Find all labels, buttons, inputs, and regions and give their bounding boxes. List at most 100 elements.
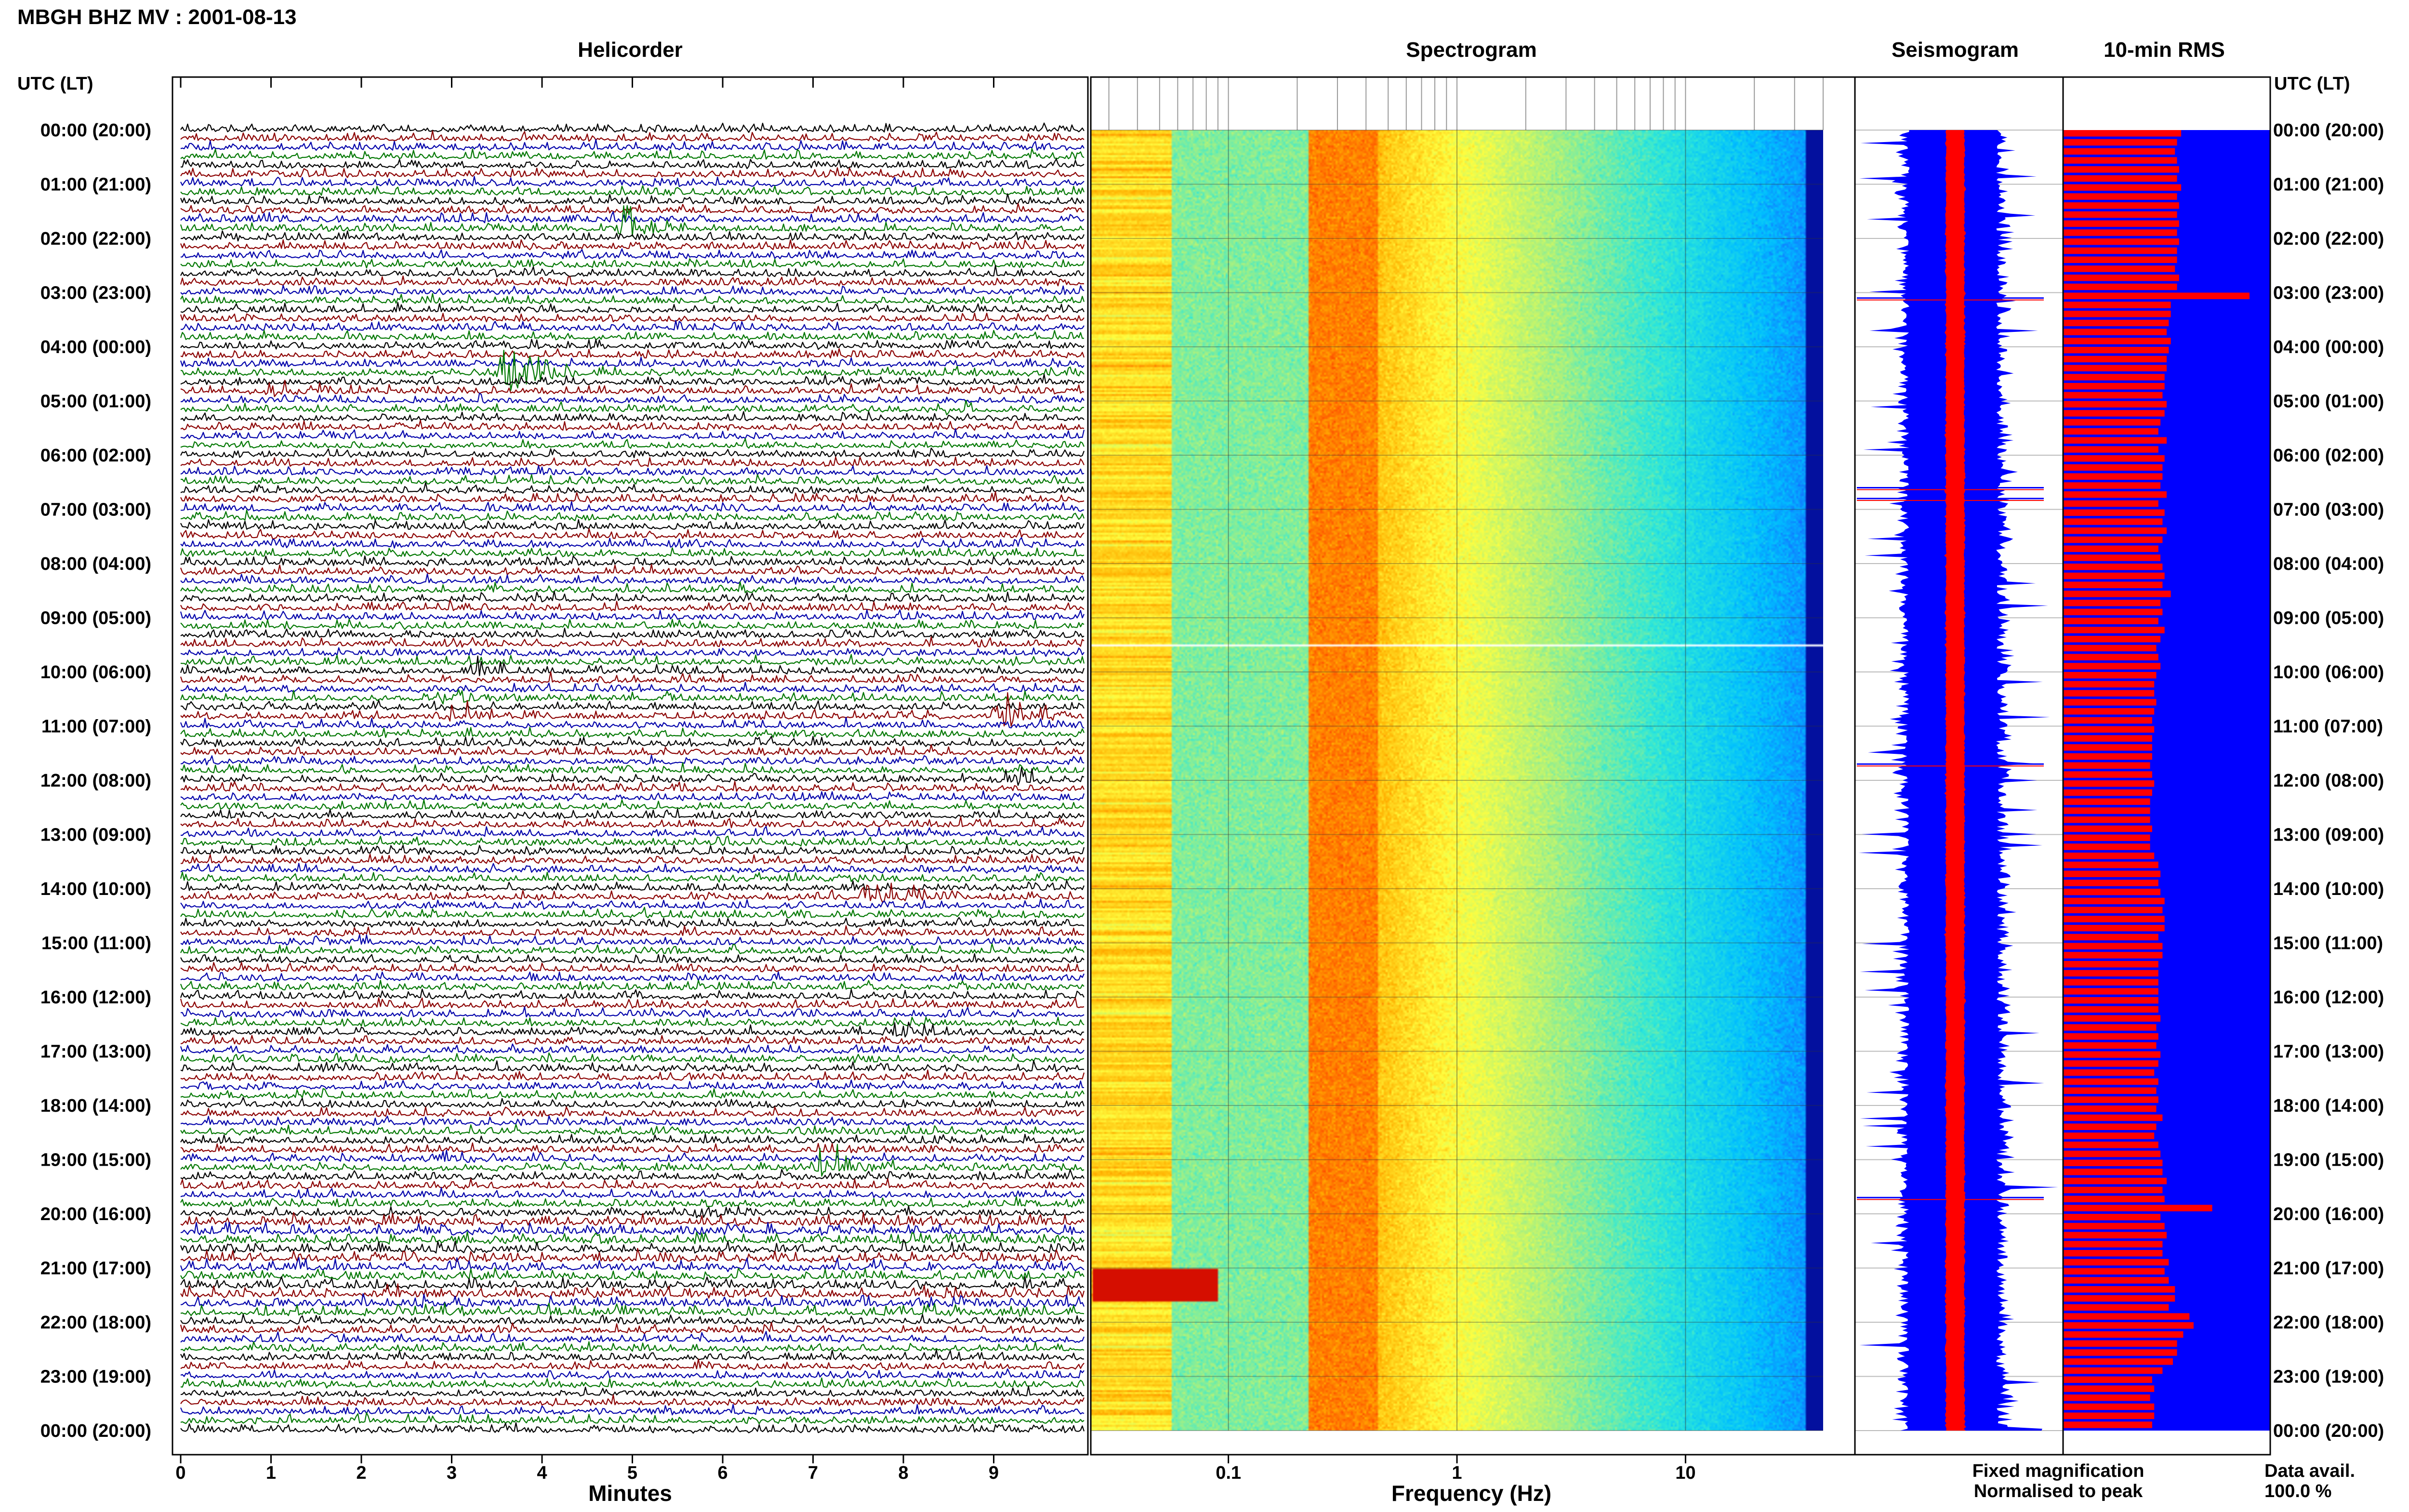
rms-bar [2063,1114,2163,1121]
helicorder-trace [180,537,1085,549]
rms-bar [2063,744,2152,751]
helicorder-trace [180,898,1085,910]
rms-bar [2063,843,2150,850]
time-label-right: 05:00 (01:00) [2273,392,2384,412]
rms-bar [2063,825,2152,832]
helicorder-trace [180,671,1085,684]
helicorder-trace [180,285,1085,296]
helicorder-tick-label: 7 [808,1463,818,1483]
helicorder-trace [180,744,1085,756]
rms-bar [2063,916,2165,922]
time-label-left: 05:00 (01:00) [40,392,151,412]
helicorder-trace [180,1231,1085,1245]
helicorder-trace [180,1257,1085,1272]
helicorder-panel [172,76,1089,1456]
helicorder-trace [180,1088,1085,1100]
rms-bar [2063,834,2150,841]
rms-bar [2063,1150,2161,1157]
helicorder-trace [180,1142,1084,1154]
rms-bar [2063,419,2161,426]
helicorder-trace [180,762,1085,775]
helicorder-trace [180,628,1085,639]
rms-bar [2063,238,2179,245]
rms-bar [2063,1340,2177,1347]
helicorder-trace [180,380,1085,397]
helicorder-trace [180,230,1085,242]
helicorder-trace [180,871,1085,883]
x-axes: 0 1 2 3 4 5 6 7 8 9 0.1 1 10 [175,77,1696,1483]
time-label-right: 00:00 (20:00) [2273,1421,2384,1441]
helicorder-trace [180,880,1085,892]
time-label-right: 14:00 (10:00) [2273,879,2384,899]
helicorder-trace [180,1022,1085,1038]
spectrogram-title: Spectrogram [1406,38,1536,62]
helicorder-trace [180,320,1085,332]
rms-bar [2063,1006,2158,1013]
helicorder-tick-label: 1 [266,1463,276,1483]
helicorder-trace [180,781,1085,792]
rms-bar [2063,166,2179,173]
time-label-left: 04:00 (00:00) [40,337,151,357]
rms-bar [2063,347,2169,354]
helicorder-trace [180,158,1085,170]
rms-bar [2063,889,2161,895]
helicorder-trace [180,193,1085,206]
data-availability-value: 100.0 % [2264,1481,2331,1501]
time-label-right: 20:00 (16:00) [2273,1204,2384,1224]
helicorder-trace [180,1314,1085,1325]
helicorder-trace [180,564,1085,576]
time-label-left: 01:00 (21:00) [40,175,151,195]
spectrogram-tick-label: 1 [1452,1463,1462,1483]
spectrogram-xlabel: Frequency (Hz) [1391,1481,1551,1506]
helicorder-trace [180,591,1085,603]
rms-bar [2063,1331,2184,1338]
time-label-right: 06:00 (02:00) [2273,446,2384,466]
time-label-left: 21:00 (17:00) [40,1259,151,1279]
rms-bar [2063,861,2158,868]
rms-bar [2063,473,2163,480]
rms-bar [2063,572,2165,579]
helicorder-trace [180,509,1085,522]
seismogram-normalised-trace [1944,130,1966,1431]
helicorder-trace [180,1169,1085,1181]
time-label-left: 17:00 (13:00) [40,1042,151,1062]
rms-bar [2063,1286,2175,1293]
rms-bar [2063,564,2163,570]
rms-bar [2063,265,2175,272]
rms-bar [2063,654,2158,660]
helicorder-tick-label: 2 [356,1463,366,1483]
helicorder-trace [180,907,1085,919]
rms-bar [2063,726,2155,733]
helicorder-trace [180,699,1085,711]
rms-bar [2063,1060,2158,1067]
helicorder-trace [180,1267,1085,1281]
rms-bar [2063,1376,2152,1383]
rms-bar [2063,933,2158,941]
rms-bar [2063,970,2158,977]
rms-bar [2063,672,2157,679]
rms-bar [2063,319,2169,327]
helicorder-trace [180,882,1085,903]
helicorder-trace [180,943,1085,955]
helicorder-trace [180,636,1085,648]
rms-bar [2063,518,2163,525]
helicorder-trace [180,1034,1085,1045]
helicorder-trace [180,953,1085,964]
helicorder-trace [180,1133,1085,1144]
helicorder-trace [180,547,1085,558]
helicorder-trace [180,1322,1085,1334]
rms-bar [2063,383,2165,390]
helicorder-trace [180,1358,1085,1370]
helicorder-tick-label: 9 [989,1463,999,1483]
helicorder-trace [180,211,1085,224]
helicorder-trace [180,980,1085,991]
time-label-left: 12:00 (08:00) [40,771,151,791]
time-label-right: 09:00 (05:00) [2273,608,2384,629]
helicorder-trace [180,139,1085,151]
time-label-right: 23:00 (19:00) [2273,1367,2384,1387]
spectrogram-tick-label: 0.1 [1216,1463,1241,1483]
rms-bar [2063,1033,2158,1040]
helicorder-trace [180,519,1085,531]
helicorder-trace [180,293,1085,304]
time-label-left: 07:00 (03:00) [40,500,151,520]
